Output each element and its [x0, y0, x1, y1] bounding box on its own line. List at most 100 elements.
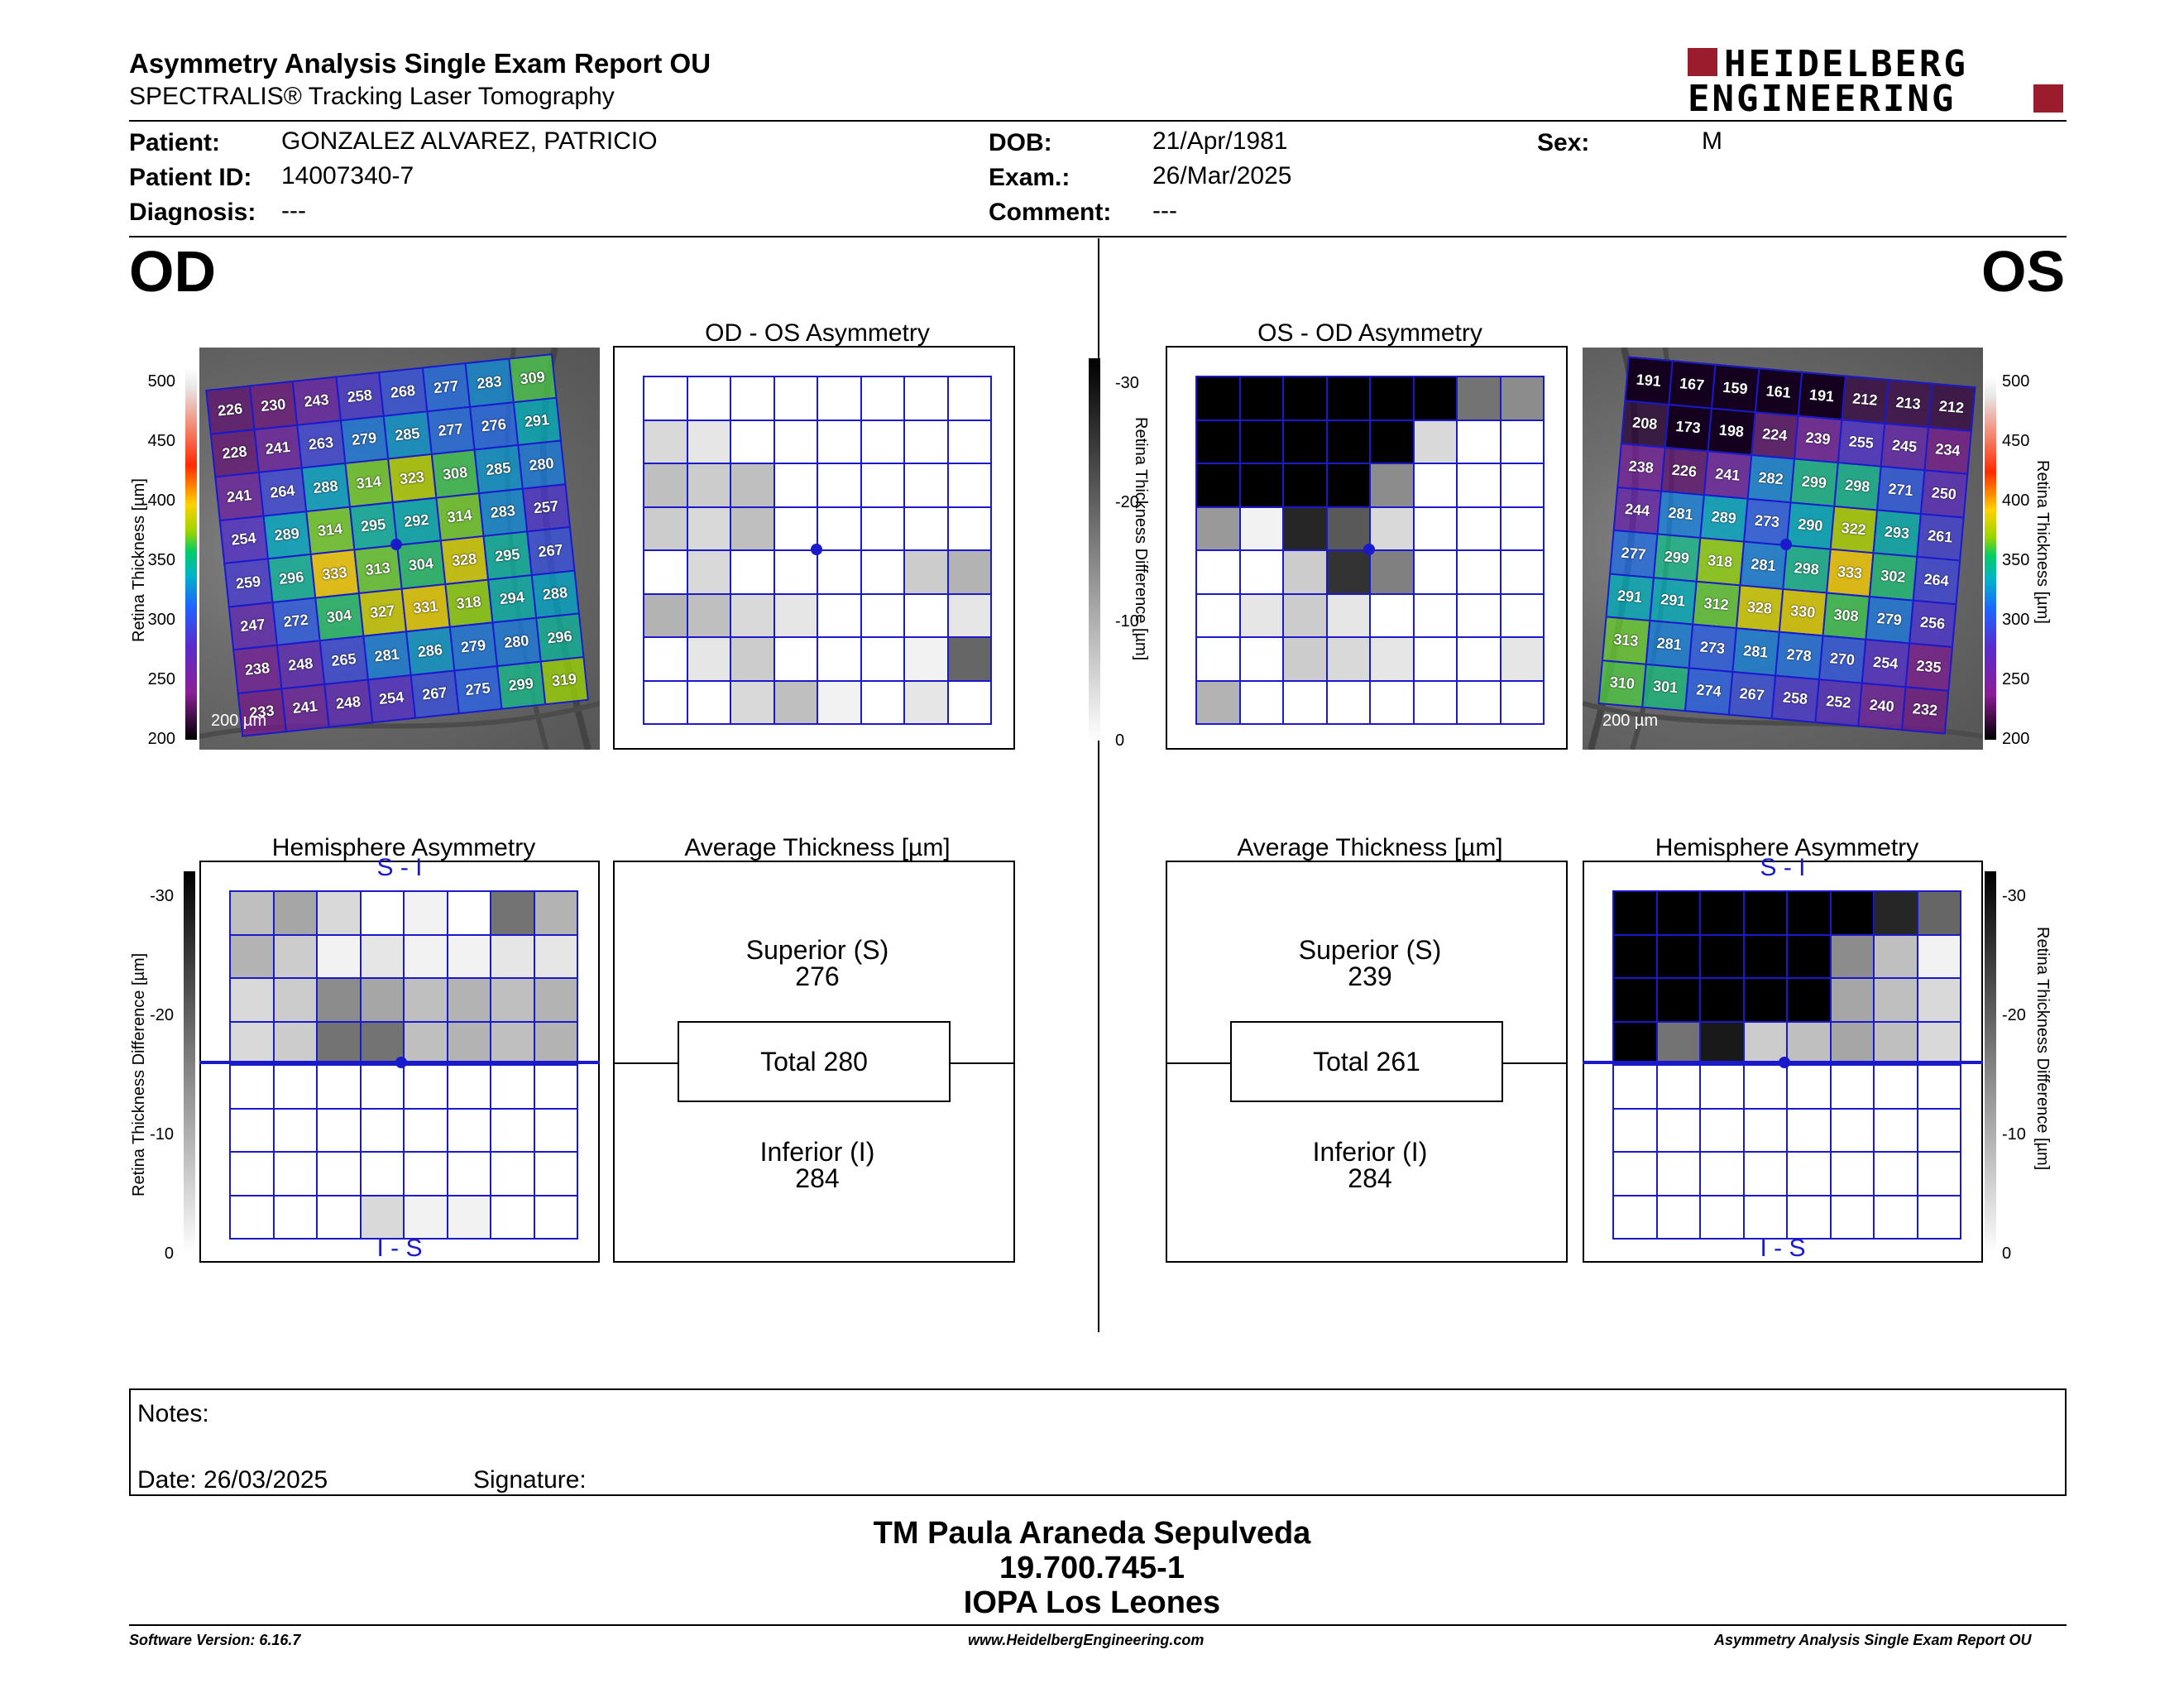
os-hemi-cell [1742, 1064, 1788, 1110]
os-asym-cell [1369, 376, 1415, 421]
od-asym-cell [643, 679, 688, 725]
os-asym-panel [1166, 346, 1568, 750]
os-hemi-cell [1655, 977, 1701, 1023]
od-thickness-cell: 314 [434, 492, 485, 542]
od-diff-scale [184, 871, 195, 1254]
od-asym-cell [903, 636, 949, 682]
od-thickness-cell: 328 [439, 535, 490, 585]
os-asym-cell [1195, 636, 1241, 682]
os-hemi-cell [1742, 1194, 1788, 1240]
od-thickness-cell: 248 [323, 678, 373, 728]
od-asym-cell [903, 592, 949, 638]
footer-version: Software Version: 6.16.7 [129, 1632, 301, 1648]
report-title: Asymmetry Analysis Single Exam Report OU [129, 48, 711, 79]
os-asym-cell [1238, 376, 1284, 421]
os-asym-grid [1195, 376, 1545, 725]
os-thickness-cell: 250 [1919, 469, 1969, 519]
od-hemi-cell [490, 890, 535, 936]
os-asym-cell [1456, 463, 1502, 508]
od-thickness-cell: 314 [305, 506, 355, 555]
os-thickness-scale [1985, 357, 1996, 740]
os-hemi-cell [1655, 1107, 1701, 1153]
os-thickness-cell: 333 [1825, 548, 1875, 597]
os-thickness-cell: 241 [1703, 450, 1752, 500]
od-thickness-cell: 230 [248, 380, 299, 430]
od-thickness-cell: 279 [339, 415, 390, 465]
os-hemi-cell [1786, 1107, 1832, 1153]
os-thickness-tick-label: 200 [2002, 730, 2030, 748]
od-thickness-cell: 265 [318, 635, 369, 685]
os-asym-cell [1195, 419, 1241, 464]
os-thickness-cell: 298 [1832, 461, 1882, 511]
os-thickness-cell: 310 [1597, 659, 1647, 708]
os-hemi-cell [1829, 1194, 1875, 1240]
os-asym-cell [1195, 463, 1241, 508]
os-thickness-cell: 226 [1660, 446, 1709, 496]
notes-box[interactable]: Notes: Date: 26/03/2025 Signature: [129, 1388, 2067, 1496]
os-asym-cell [1456, 592, 1502, 638]
od-hemi-cell [359, 890, 405, 936]
od-hemi-cell [446, 933, 491, 979]
os-hemi-cell [1873, 1107, 1918, 1153]
os-thickness-cell: 299 [1789, 458, 1839, 507]
od-superior-label: Superior (S) [745, 935, 889, 965]
od-asym-cell [730, 463, 775, 508]
od-asym-cell [946, 592, 992, 638]
os-asym-cell [1282, 636, 1328, 682]
od-asym-grid [643, 376, 992, 725]
os-hemi-cell [1873, 933, 1918, 979]
od-asym-cell [773, 506, 818, 551]
od-hemi-cell [359, 1064, 405, 1110]
os-thickness-cell: 281 [1731, 627, 1780, 677]
diagnosis-value: --- [281, 197, 306, 224]
od-thickness-cell: 254 [366, 674, 417, 724]
os-asym-cell [1238, 463, 1284, 508]
od-thickness-cell: 258 [334, 371, 385, 421]
od-asym-cell [946, 506, 992, 551]
od-hemi-cell [272, 977, 318, 1023]
os-hemi-bottom-label: I - S [1760, 1235, 1806, 1262]
os-hemi-cell [1786, 1151, 1832, 1196]
os-hemi-cell [1786, 890, 1832, 936]
os-diff-tick-label: -30 [2002, 887, 2026, 905]
od-thickness-cell: 268 [378, 367, 428, 417]
os-thickness-cell: 198 [1707, 406, 1756, 456]
od-asym-cell [817, 679, 862, 725]
os-hemi-cell [1829, 977, 1875, 1023]
od-asym-cell [860, 636, 905, 682]
os-asym-cell [1369, 549, 1415, 595]
od-asym-cell [730, 506, 775, 551]
os-thickness-cell: 291 [1605, 572, 1655, 622]
od-asym-cell [686, 506, 731, 551]
signer-clinic: IOPA Los Leones [963, 1585, 1221, 1620]
os-asym-cell [1499, 506, 1545, 551]
os-hemi-cell [1873, 1020, 1918, 1066]
signer-rut: 19.700.745-1 [999, 1551, 1185, 1585]
os-asym-cell [1238, 549, 1284, 595]
od-thickness-cell: 295 [482, 530, 533, 581]
os-asym-diff-tick-label: 0 [1115, 731, 1125, 750]
od-thickness-cell: 288 [530, 569, 581, 619]
os-thickness-map: 191 167 159 161 191 212 213 212 208 173 198 224 239 2… [1597, 356, 1976, 735]
os-hemi-cell [1873, 1064, 1918, 1110]
os-thickness-cell: 271 [1876, 465, 1926, 515]
od-hemi-cell [533, 1107, 578, 1153]
dob-value: 21/Apr/1981 [1152, 127, 1288, 155]
od-thickness-cell: 313 [352, 544, 403, 594]
os-asym-cell [1238, 506, 1284, 551]
od-hemi-cell [229, 1194, 275, 1240]
os-thickness-cell: 291 [1648, 576, 1698, 626]
os-asym-cell [1282, 419, 1328, 464]
od-hemi-cell [533, 1064, 578, 1110]
os-thickness-tick-label: 250 [2002, 670, 2030, 688]
os-thickness-cell: 239 [1793, 415, 1843, 464]
od-asym-cell [817, 549, 862, 595]
os-asym-cell [1499, 592, 1545, 638]
footer-url[interactable]: www.HeidelbergEngineering.com [968, 1632, 1205, 1648]
od-hemi-cell [229, 977, 275, 1023]
os-diff-tick-label: -20 [2002, 1006, 2026, 1024]
os-asym-cell [1325, 679, 1371, 725]
os-hemi-cell [1916, 1151, 1961, 1196]
signature-block: TM Paula Araneda Sepulveda 19.700.745-1 … [678, 1516, 1506, 1620]
os-hemi-cell [1612, 1151, 1658, 1196]
